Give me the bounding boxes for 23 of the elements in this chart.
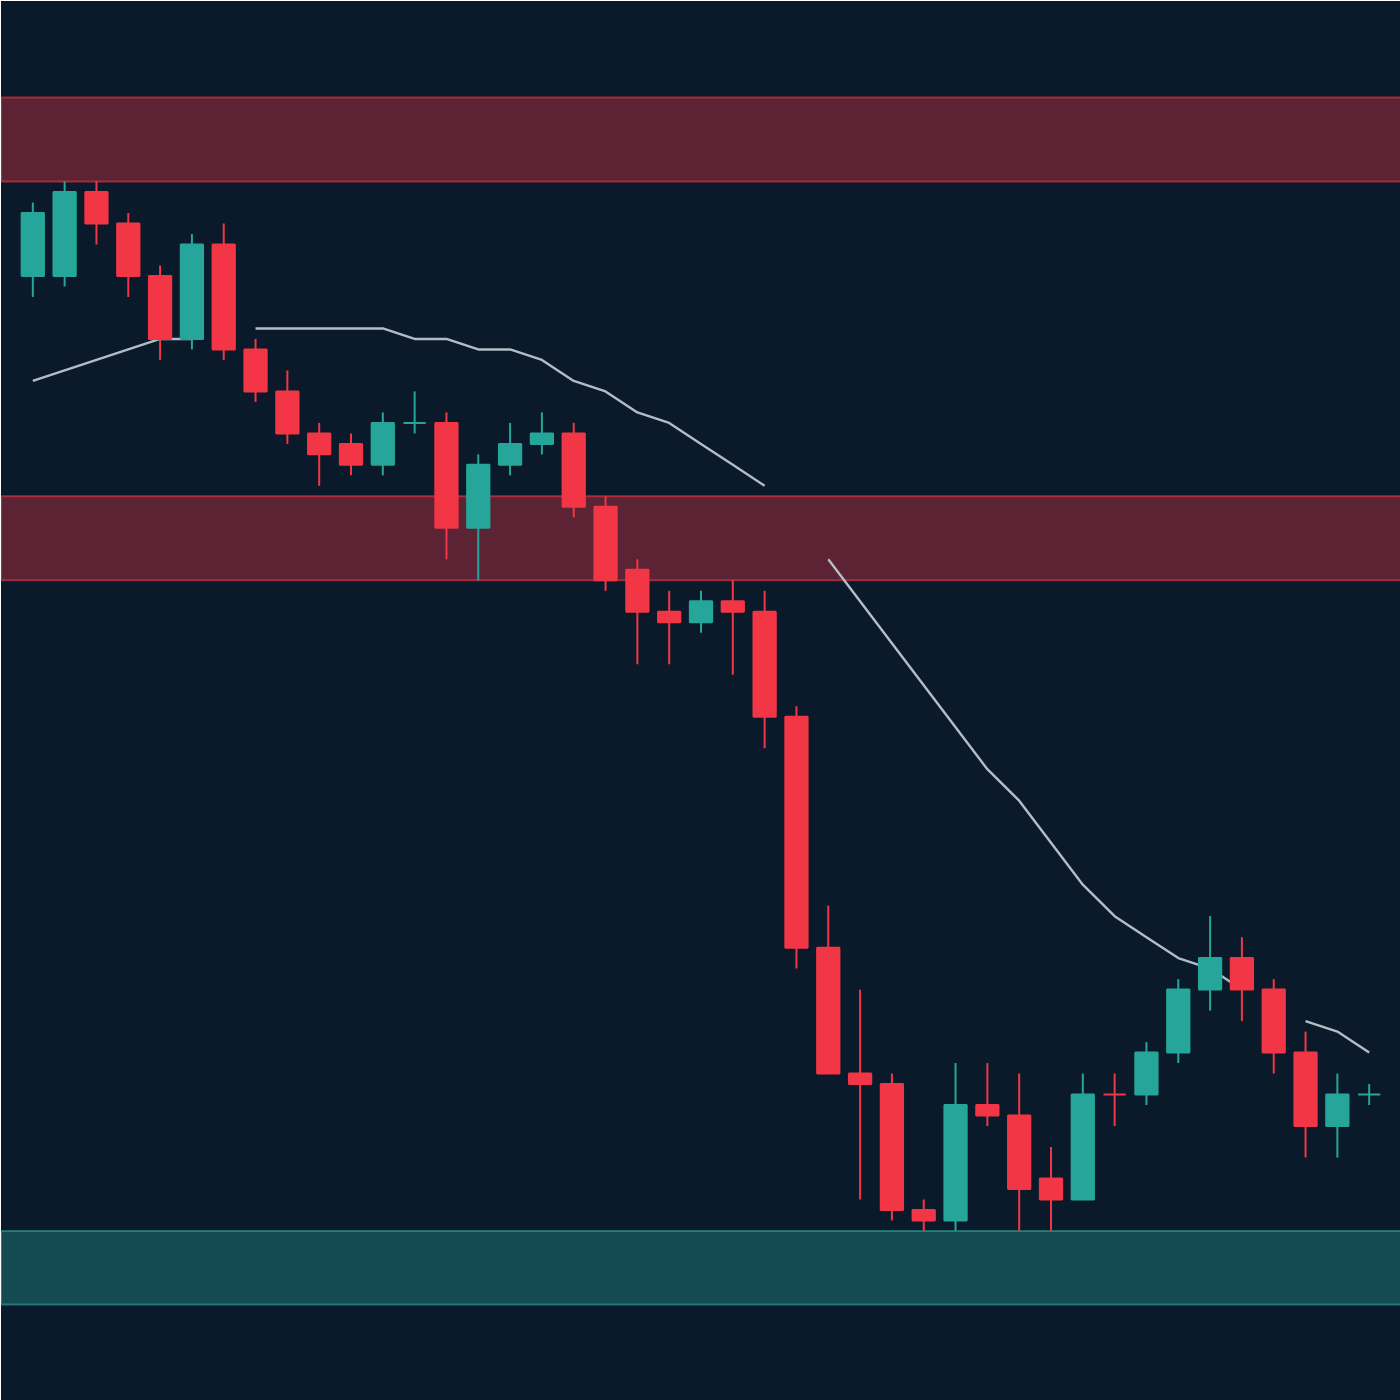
candlestick <box>307 421 332 487</box>
candlestick <box>529 411 555 456</box>
candlestick <box>1197 915 1223 1012</box>
candlestick <box>625 558 650 666</box>
candlestick <box>911 1198 936 1232</box>
candlestick <box>1357 1083 1382 1107</box>
candlestick <box>243 337 268 403</box>
candlestick <box>1102 1072 1127 1128</box>
candlestick <box>688 589 714 634</box>
candlestick <box>84 180 109 246</box>
candlestick <box>975 1062 1000 1128</box>
candlestick <box>497 421 523 477</box>
candlestick <box>847 988 873 1201</box>
candlestick <box>1325 1072 1350 1159</box>
candlestick <box>1038 1146 1064 1232</box>
candlestick <box>370 411 395 477</box>
candlestick <box>402 390 427 435</box>
candlestick <box>275 369 300 445</box>
candlestick <box>1229 936 1255 1023</box>
candlestick <box>1134 1041 1159 1107</box>
candlestick <box>338 432 364 477</box>
candlestick <box>720 579 745 676</box>
candlestick <box>657 589 682 666</box>
